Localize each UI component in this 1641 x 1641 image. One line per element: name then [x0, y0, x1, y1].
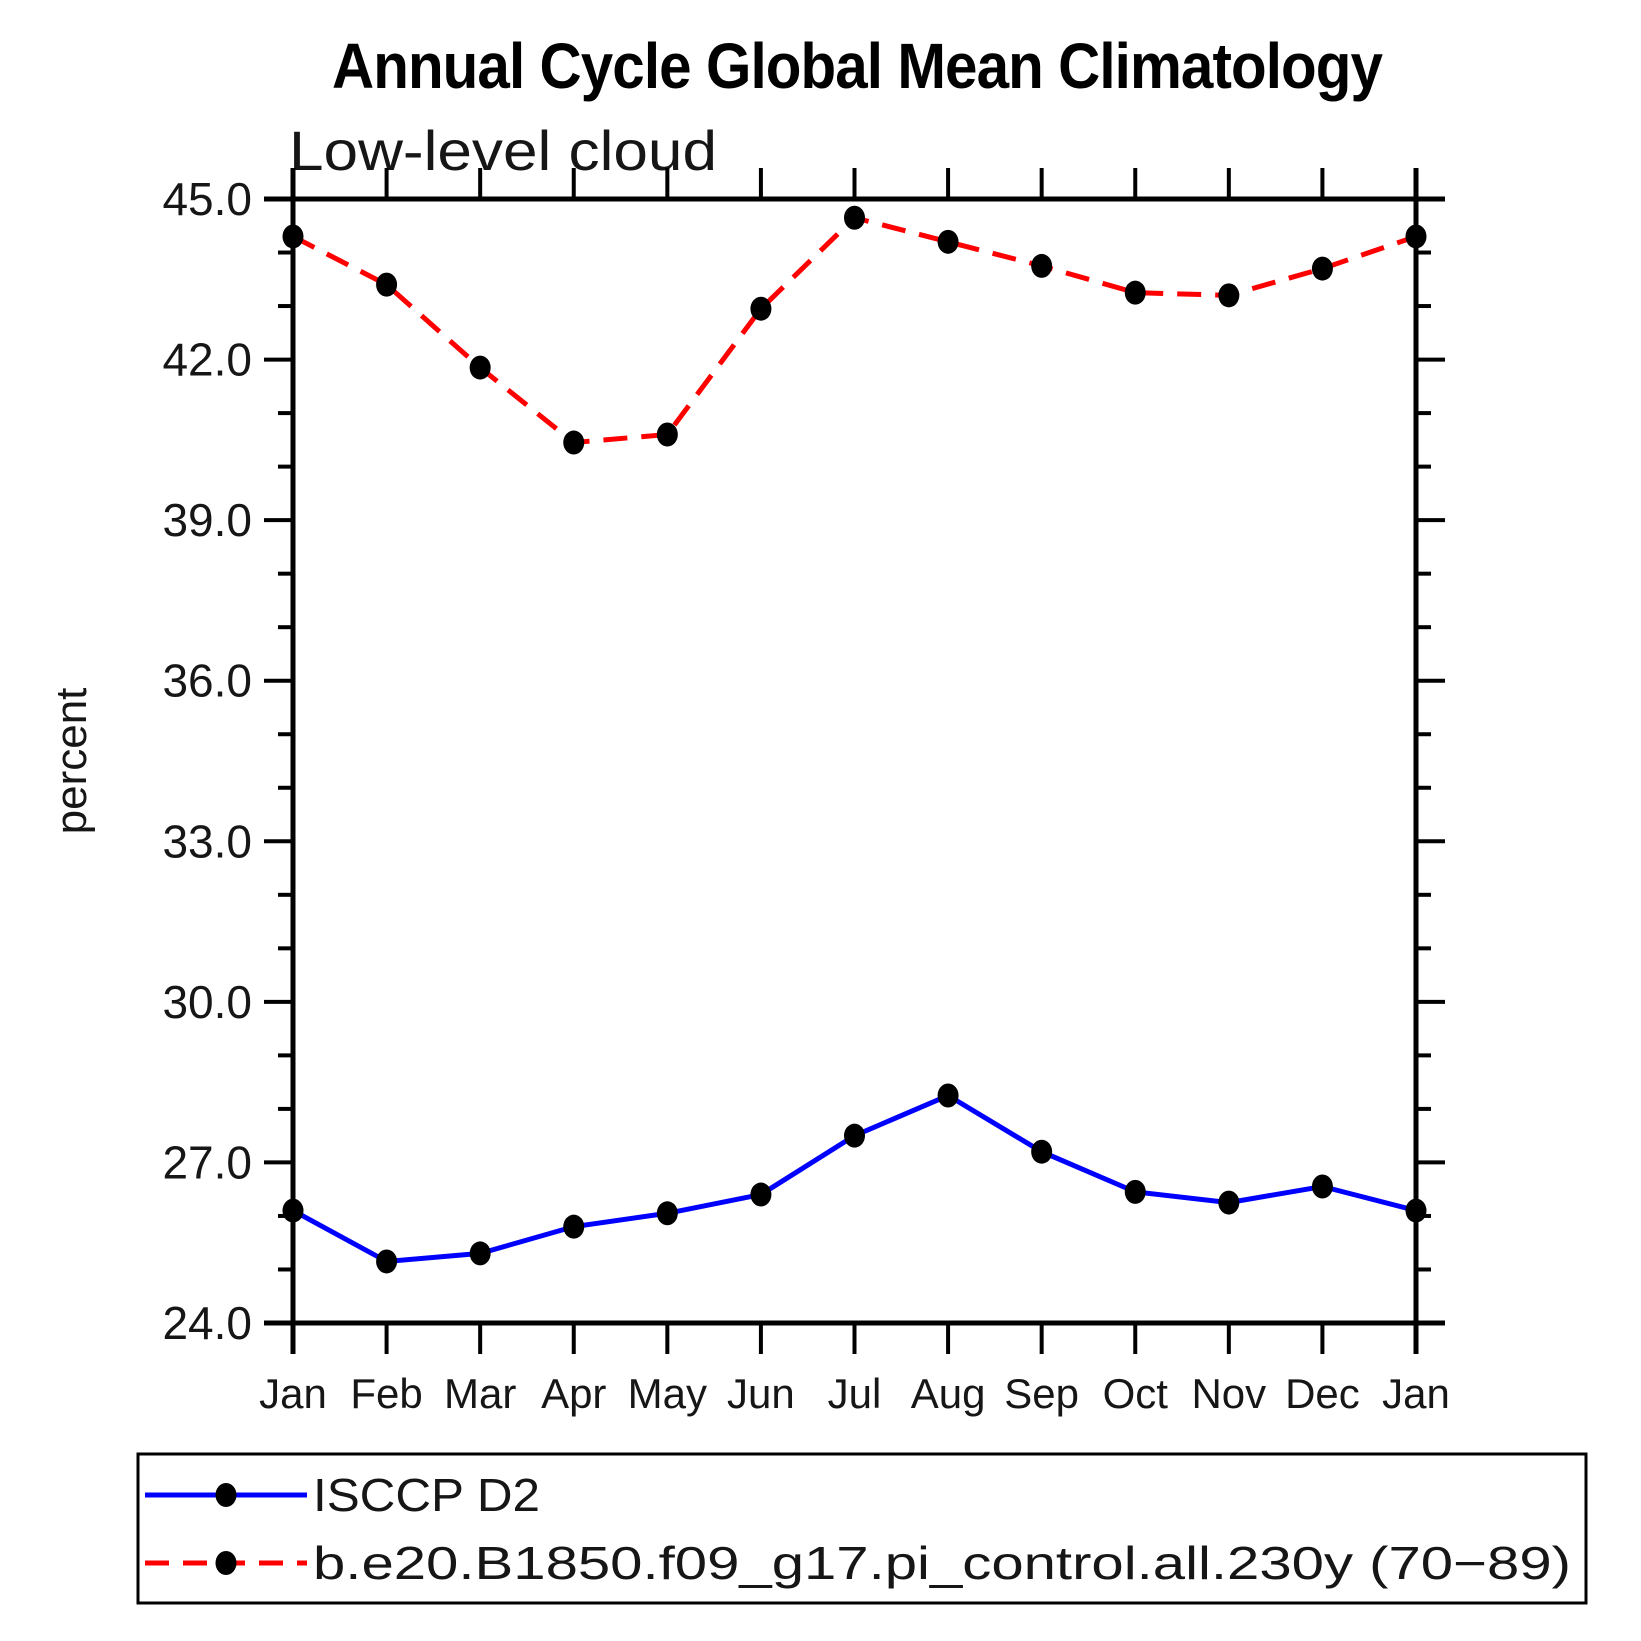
data-point-marker: [1124, 280, 1146, 305]
data-point-marker: [1031, 1139, 1053, 1164]
x-tick-label: Oct: [1103, 1370, 1169, 1417]
data-point-marker: [750, 296, 772, 321]
data-point-marker: [937, 1083, 959, 1108]
legend-item-label: b.e20.B1850.f09_g17.pi_control.all.230y …: [313, 1537, 1571, 1589]
x-tick-label: Apr: [541, 1370, 606, 1417]
data-point-marker: [750, 1182, 772, 1207]
data-point-marker: [563, 1214, 585, 1239]
model-line: [291, 214, 1417, 446]
data-point-marker: [282, 1198, 304, 1223]
data-point-marker: [1218, 283, 1240, 308]
data-point-marker: [563, 430, 585, 455]
y-tick-labels: 24.0 27.0 30.0 33.0 36.0 39.0 42.0 45.0: [162, 173, 252, 1349]
legend: ISCCP D2 b.e20.B1850.f09_g17.pi_control.a…: [136, 1452, 1588, 1605]
data-point-marker: [1218, 1190, 1240, 1215]
x-tick-label: Sep: [1004, 1370, 1079, 1417]
data-point-marker: [376, 1249, 398, 1274]
y-tick-label: 45.0: [162, 173, 252, 225]
y-tick-label: 33.0: [162, 815, 252, 867]
y-tick-label: 27.0: [162, 1136, 252, 1188]
x-tick-label: Jan: [1382, 1370, 1450, 1417]
y-tick-label: 30.0: [162, 976, 252, 1028]
legend-item-label: ISCCP D2: [313, 1469, 540, 1521]
axis-ticks: [264, 168, 1445, 1354]
data-point-marker: [937, 229, 959, 254]
x-tick-label: Jun: [727, 1370, 795, 1417]
data-point-marker: [1311, 1174, 1333, 1199]
x-tick-label: Aug: [911, 1370, 986, 1417]
x-tick-label: Nov: [1191, 1370, 1266, 1417]
y-tick-label: 24.0: [162, 1297, 252, 1349]
data-point-marker: [1124, 1179, 1146, 1204]
data-point-marker: [844, 205, 865, 230]
data-series: [282, 205, 1427, 1274]
data-point-marker: [1405, 1198, 1427, 1223]
y-tick-label: 42.0: [162, 334, 252, 386]
y-axis-title: percent: [47, 688, 96, 835]
legend-box: [136, 1452, 1588, 1605]
x-tick-labels: Jan Feb Mar Apr May Jun Jul Aug Sep Oct Nov Dec Jan: [259, 1370, 1450, 1417]
plot-frame: [264, 168, 1445, 1354]
y-tick-label: 36.0: [162, 655, 252, 707]
data-point-marker: [844, 1123, 865, 1148]
data-point-marker: [469, 355, 491, 380]
isccp-d2-line: [291, 1092, 1417, 1265]
x-tick-label: Jul: [828, 1370, 882, 1417]
data-point-marker: [282, 224, 304, 249]
data-point-marker: [1311, 256, 1333, 281]
data-point-marker: [376, 272, 398, 297]
data-point-marker: [469, 1241, 491, 1266]
chart-subtitle: Low-level cloud: [289, 119, 717, 182]
x-tick-label: Dec: [1285, 1370, 1360, 1417]
y-tick-label: 39.0: [162, 494, 252, 546]
x-tick-label: Feb: [350, 1370, 422, 1417]
data-point-marker: [1405, 224, 1427, 249]
x-tick-label: May: [628, 1370, 707, 1417]
legend-swatch-marker: [215, 1551, 237, 1575]
data-point-marker: [1031, 253, 1053, 278]
data-point-marker: [656, 1201, 678, 1226]
x-tick-label: Mar: [444, 1370, 516, 1417]
legend-swatch-marker: [215, 1483, 237, 1507]
data-point-marker: [656, 422, 678, 447]
chart-title: Annual Cycle Global Mean Climatology: [332, 30, 1383, 102]
x-tick-label: Jan: [259, 1370, 327, 1417]
